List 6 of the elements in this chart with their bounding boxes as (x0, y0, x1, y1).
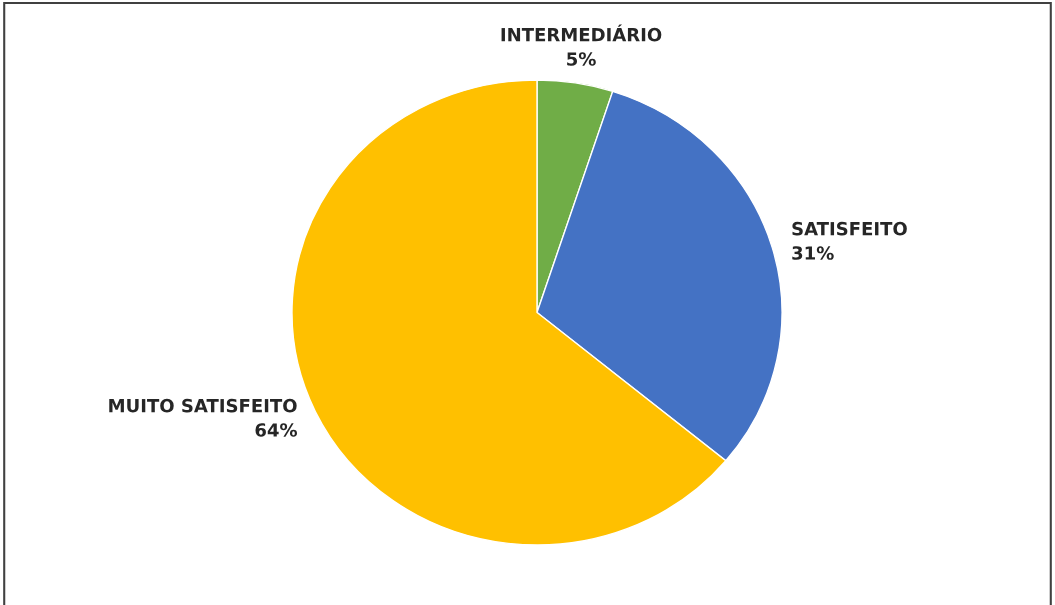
data-label: 31% (792, 246, 834, 260)
slice-label: MUITO SATISFEITO (109, 398, 297, 413)
slice-label: INTERMEDIÁRIO (501, 24, 662, 42)
slice-label: SATISFEITO (792, 221, 907, 236)
data-label: 5% (567, 52, 596, 66)
data-label: 64% (255, 423, 298, 437)
